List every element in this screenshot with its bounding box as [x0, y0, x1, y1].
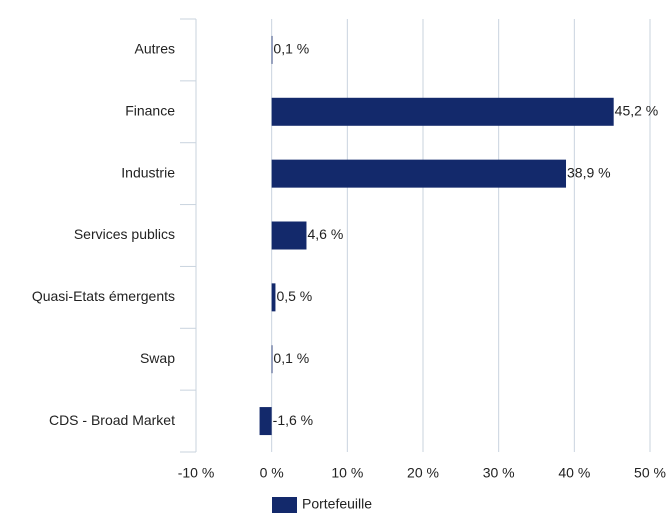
x-tick-label: -10 %	[178, 465, 215, 481]
value-label: 38,9 %	[567, 164, 611, 180]
bar	[271, 283, 276, 312]
bar	[271, 345, 273, 374]
bar	[271, 97, 614, 126]
legend-label: Portefeuille	[302, 496, 372, 512]
legend-swatch	[272, 497, 297, 513]
y-tick-label: Industrie	[121, 164, 175, 180]
x-tick-label: 40 %	[558, 465, 590, 481]
x-tick-label: 0 %	[260, 465, 284, 481]
y-tick-label: Swap	[140, 350, 175, 366]
bar	[259, 407, 272, 436]
value-label: -1,6 %	[273, 412, 313, 428]
y-tick-label: Services publics	[74, 226, 175, 242]
value-label: 45,2 %	[615, 102, 659, 118]
bar	[271, 159, 567, 188]
x-tick-label: 10 %	[331, 465, 363, 481]
value-label: 4,6 %	[307, 226, 343, 242]
bar	[271, 35, 273, 64]
y-tick-label: Quasi-Etats émergents	[32, 288, 175, 304]
y-tick-label: Finance	[125, 102, 175, 118]
x-tick-label: 50 %	[634, 465, 666, 481]
value-label: 0,5 %	[276, 288, 312, 304]
y-tick-label: CDS - Broad Market	[49, 412, 175, 428]
value-label: 0,1 %	[273, 350, 309, 366]
x-tick-label: 30 %	[483, 465, 515, 481]
x-tick-label: 20 %	[407, 465, 439, 481]
y-tick-label: Autres	[135, 41, 175, 57]
bar	[271, 221, 307, 250]
value-label: 0,1 %	[273, 41, 309, 57]
